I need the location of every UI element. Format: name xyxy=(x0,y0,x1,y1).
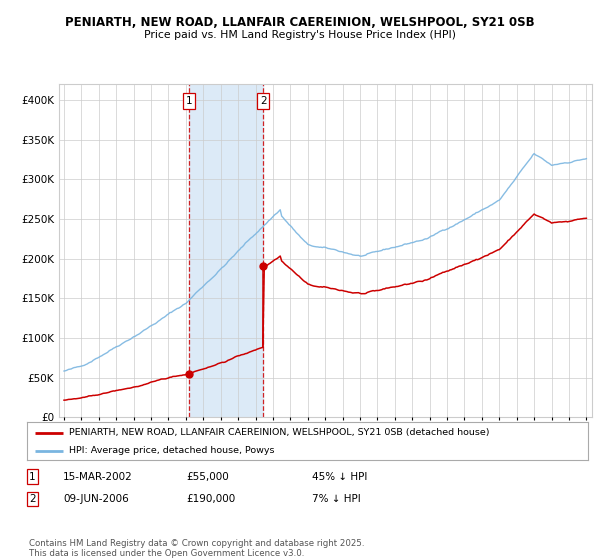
Text: 1: 1 xyxy=(29,472,35,482)
Text: Price paid vs. HM Land Registry's House Price Index (HPI): Price paid vs. HM Land Registry's House … xyxy=(144,30,456,40)
Text: Contains HM Land Registry data © Crown copyright and database right 2025.
This d: Contains HM Land Registry data © Crown c… xyxy=(29,539,364,558)
Text: 45% ↓ HPI: 45% ↓ HPI xyxy=(312,472,367,482)
Text: 7% ↓ HPI: 7% ↓ HPI xyxy=(312,494,361,504)
Text: £55,000: £55,000 xyxy=(186,472,229,482)
Text: 2: 2 xyxy=(29,494,35,504)
Text: PENIARTH, NEW ROAD, LLANFAIR CAEREINION, WELSHPOOL, SY21 0SB: PENIARTH, NEW ROAD, LLANFAIR CAEREINION,… xyxy=(65,16,535,29)
Text: 15-MAR-2002: 15-MAR-2002 xyxy=(63,472,133,482)
Text: PENIARTH, NEW ROAD, LLANFAIR CAEREINION, WELSHPOOL, SY21 0SB (detached house): PENIARTH, NEW ROAD, LLANFAIR CAEREINION,… xyxy=(69,428,490,437)
Text: 1: 1 xyxy=(186,96,193,106)
Text: £190,000: £190,000 xyxy=(186,494,235,504)
Text: 2: 2 xyxy=(260,96,267,106)
Text: HPI: Average price, detached house, Powys: HPI: Average price, detached house, Powy… xyxy=(69,446,275,455)
Bar xyxy=(190,84,263,417)
Text: 09-JUN-2006: 09-JUN-2006 xyxy=(63,494,129,504)
